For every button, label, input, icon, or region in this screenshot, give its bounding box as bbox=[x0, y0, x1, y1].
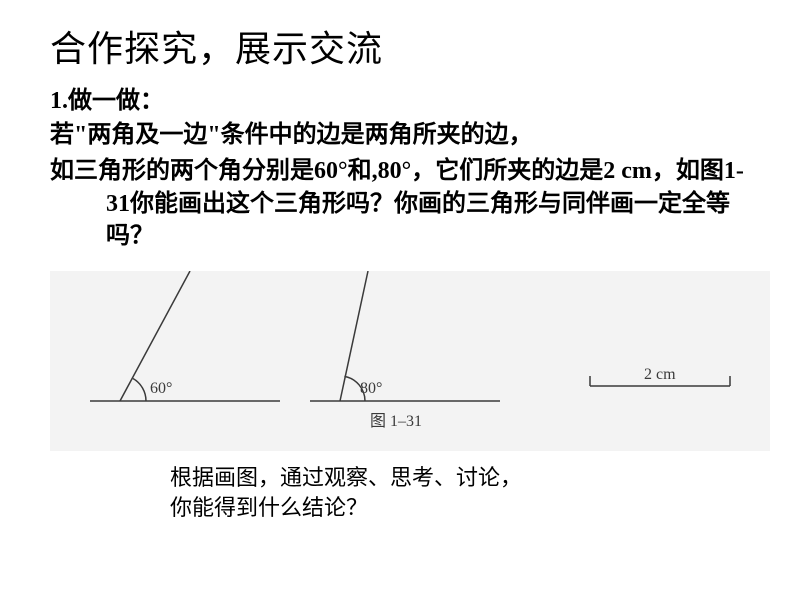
slide-title: 合作探究，展示交流 bbox=[50, 20, 744, 72]
svg-text:80°: 80° bbox=[360, 380, 382, 397]
subtitle: 1.做一做： bbox=[50, 80, 744, 115]
t2e: ，它们所夹的边是 bbox=[411, 158, 603, 184]
subtitle-text: 做一做： bbox=[68, 88, 164, 114]
t2c: 和 bbox=[348, 158, 372, 184]
footer-line-1: 根据画图，通过观察、思考、讨论， bbox=[170, 463, 744, 494]
t3a: cm bbox=[621, 158, 652, 184]
svg-text:60°: 60° bbox=[150, 380, 172, 397]
t2b: 60° bbox=[314, 158, 348, 184]
body-line-1: 若"两角及一边"条件中的边是两角所夹的边， bbox=[50, 119, 744, 151]
figure-svg: 60° 80° 2 cm 图 1–31 bbox=[50, 271, 770, 451]
t3d: 你能画出这个三角形吗？你画的三角 bbox=[130, 191, 514, 217]
body-line-2: 如三角形的两个角分别是60°和,80°，它们所夹的边是2 cm，如图1-31你能… bbox=[50, 155, 744, 252]
subtitle-num: 1. bbox=[50, 88, 68, 114]
footer-line-2: 你能得到什么结论？ bbox=[170, 493, 744, 524]
t2f: 2 bbox=[603, 158, 615, 184]
t2d: ,80° bbox=[372, 158, 412, 184]
svg-text:图 1–31: 图 1–31 bbox=[370, 413, 422, 430]
svg-text:2 cm: 2 cm bbox=[644, 366, 676, 383]
t3b: ，如图 bbox=[652, 158, 724, 184]
t2a: 如三角形的两个角分别是 bbox=[50, 158, 314, 184]
footer-question: 根据画图，通过观察、思考、讨论， 你能得到什么结论？ bbox=[170, 463, 744, 525]
figure-1-31: 60° 80° 2 cm 图 1–31 bbox=[50, 271, 770, 451]
slide-content: 合作探究，展示交流 1.做一做： 若"两角及一边"条件中的边是两角所夹的边， 如… bbox=[0, 0, 794, 524]
